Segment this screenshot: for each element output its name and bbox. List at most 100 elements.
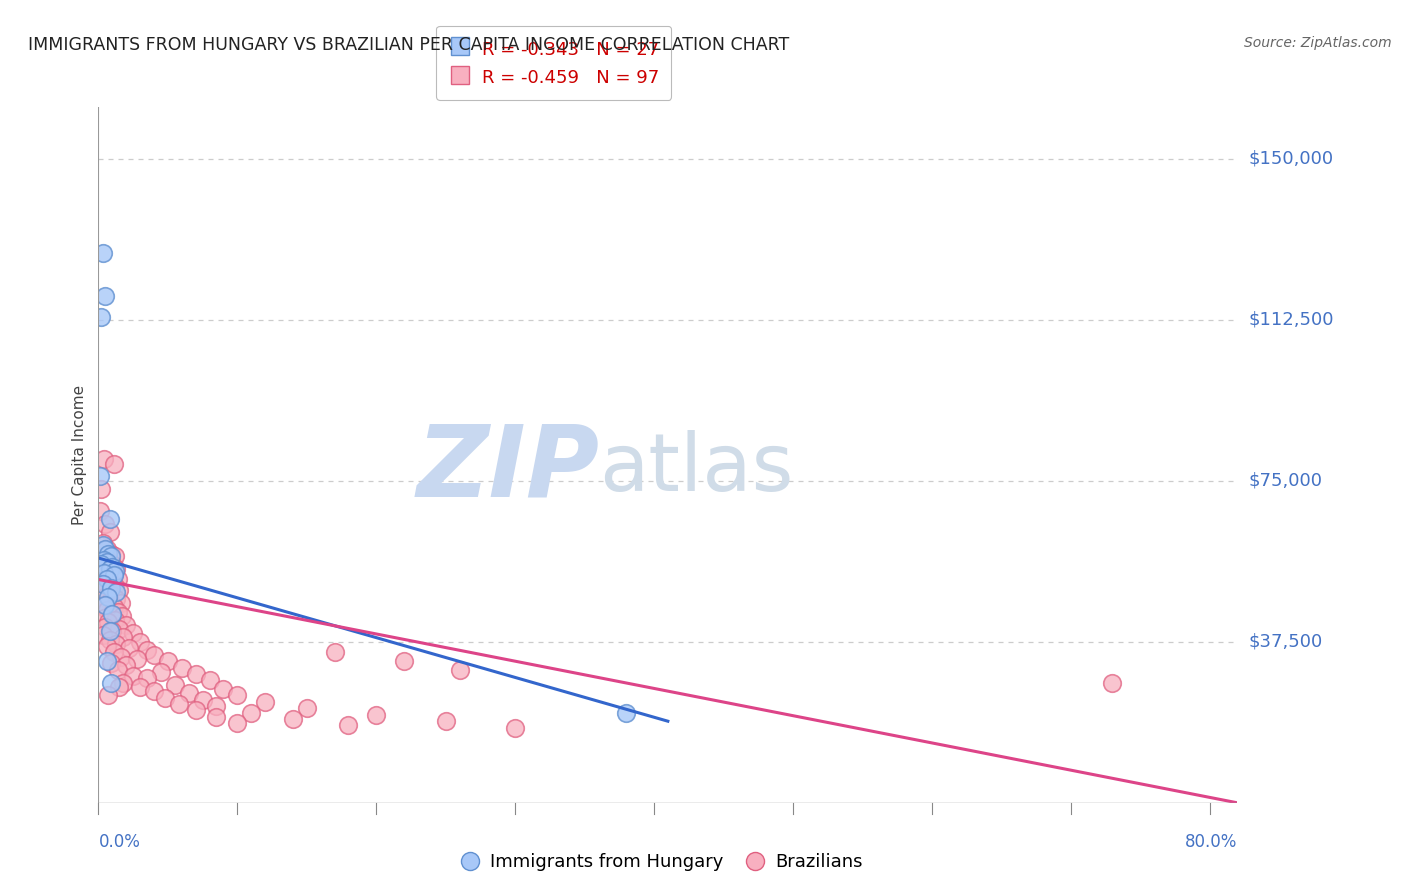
- Text: $75,000: $75,000: [1249, 472, 1323, 490]
- Point: [96, 654, 118, 668]
- Point: [97, 689, 120, 703]
- Point: [212, 681, 235, 696]
- Point: [104, 579, 127, 593]
- Point: [103, 600, 125, 615]
- Point: [112, 631, 135, 645]
- Point: [104, 564, 127, 578]
- Point: [118, 641, 141, 656]
- Text: 0.0%: 0.0%: [98, 833, 141, 851]
- Point: [100, 581, 122, 595]
- Legend: Immigrants from Hungary, Brazilians: Immigrants from Hungary, Brazilians: [451, 847, 870, 879]
- Point: [91, 538, 114, 552]
- Point: [96, 602, 118, 616]
- Point: [434, 714, 457, 729]
- Point: [254, 695, 277, 709]
- Legend: R = -0.343   N = 27, R = -0.459   N = 97: R = -0.343 N = 27, R = -0.459 N = 97: [436, 26, 672, 100]
- Point: [226, 689, 249, 703]
- Point: [205, 699, 228, 714]
- Point: [614, 706, 637, 720]
- Point: [98, 564, 121, 578]
- Point: [449, 663, 471, 677]
- Point: [101, 624, 124, 638]
- Point: [122, 626, 145, 640]
- Point: [112, 675, 135, 690]
- Point: [100, 657, 122, 671]
- Point: [1101, 675, 1123, 690]
- Point: [96, 573, 118, 587]
- Point: [337, 718, 360, 732]
- Point: [98, 512, 121, 526]
- Point: [94, 542, 117, 557]
- Point: [281, 712, 304, 726]
- Point: [156, 654, 179, 668]
- Point: [184, 667, 207, 681]
- Point: [240, 706, 263, 720]
- Point: [503, 721, 526, 735]
- Point: [205, 710, 228, 724]
- Point: [103, 568, 125, 582]
- Point: [153, 690, 176, 705]
- Point: [366, 707, 388, 722]
- Point: [100, 547, 122, 561]
- Point: [98, 562, 121, 576]
- Point: [104, 613, 127, 627]
- Text: Source: ZipAtlas.com: Source: ZipAtlas.com: [1244, 36, 1392, 50]
- Point: [101, 558, 124, 572]
- Point: [101, 607, 124, 621]
- Point: [226, 716, 249, 731]
- Point: [91, 246, 114, 260]
- Point: [91, 576, 114, 591]
- Point: [127, 652, 149, 666]
- Point: [100, 549, 122, 563]
- Point: [98, 594, 121, 608]
- Point: [108, 680, 131, 694]
- Point: [105, 585, 128, 599]
- Point: [105, 591, 128, 606]
- Point: [100, 675, 122, 690]
- Point: [105, 562, 128, 576]
- Point: [198, 673, 221, 688]
- Text: $150,000: $150,000: [1249, 150, 1333, 168]
- Point: [107, 663, 129, 677]
- Point: [91, 536, 114, 550]
- Point: [101, 587, 124, 601]
- Point: [110, 649, 132, 664]
- Point: [107, 605, 129, 619]
- Point: [96, 555, 118, 569]
- Point: [90, 483, 112, 497]
- Point: [177, 686, 200, 700]
- Point: [93, 566, 115, 580]
- Point: [94, 559, 117, 574]
- Point: [97, 615, 120, 630]
- Point: [93, 611, 115, 625]
- Point: [94, 516, 117, 531]
- Point: [94, 590, 117, 604]
- Point: [101, 559, 124, 574]
- Point: [97, 581, 120, 595]
- Point: [98, 632, 121, 647]
- Point: [93, 576, 115, 591]
- Text: IMMIGRANTS FROM HUNGARY VS BRAZILIAN PER CAPITA INCOME CORRELATION CHART: IMMIGRANTS FROM HUNGARY VS BRAZILIAN PER…: [28, 36, 789, 54]
- Y-axis label: Per Capita Income: Per Capita Income: [72, 384, 87, 525]
- Point: [93, 452, 115, 467]
- Point: [110, 596, 132, 610]
- Text: 80.0%: 80.0%: [1185, 833, 1237, 851]
- Point: [103, 568, 125, 582]
- Point: [89, 504, 111, 518]
- Point: [98, 525, 121, 540]
- Point: [115, 617, 138, 632]
- Point: [115, 658, 138, 673]
- Point: [136, 643, 159, 657]
- Point: [143, 648, 166, 662]
- Point: [105, 637, 128, 651]
- Point: [96, 570, 118, 584]
- Point: [97, 553, 120, 567]
- Point: [96, 542, 118, 557]
- Point: [129, 634, 152, 648]
- Text: ZIP: ZIP: [416, 420, 599, 517]
- Point: [149, 665, 172, 679]
- Point: [89, 469, 111, 483]
- Point: [94, 620, 117, 634]
- Point: [167, 697, 190, 711]
- Point: [94, 289, 117, 303]
